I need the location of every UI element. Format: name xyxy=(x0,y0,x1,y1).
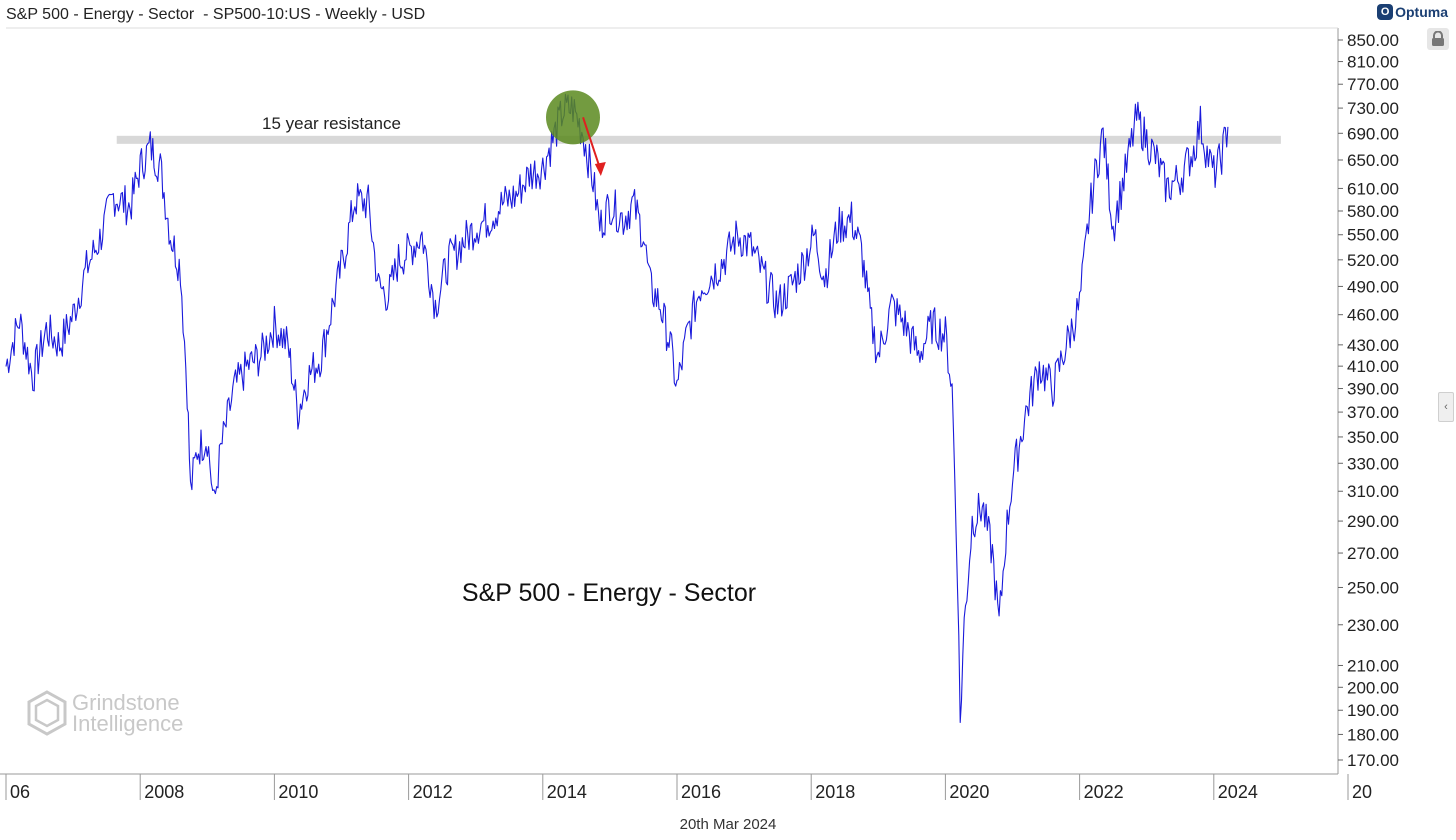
y-tick-label: 650.00 xyxy=(1347,151,1399,170)
lock-icon xyxy=(1432,31,1444,46)
brand-name: Optuma xyxy=(1395,4,1448,20)
x-tick-label: 20 xyxy=(1352,782,1372,802)
series-layer xyxy=(5,93,1229,724)
y-tick-label: 520.00 xyxy=(1347,251,1399,270)
grindstone-logo-icon xyxy=(27,690,67,736)
x-tick-label: 06 xyxy=(10,782,30,802)
watermark-line-1: Grindstone xyxy=(72,690,180,715)
y-tick-label: 210.00 xyxy=(1347,656,1399,675)
optuma-logo-icon: O xyxy=(1377,4,1394,20)
y-tick-label: 350.00 xyxy=(1347,428,1399,447)
y-tick-label: 390.00 xyxy=(1347,380,1399,399)
y-tick-label: 550.00 xyxy=(1347,226,1399,245)
watermark-line-2: Intelligence xyxy=(72,711,184,736)
price-series-line-0 xyxy=(5,93,1229,724)
decline-arrow-shaft xyxy=(582,117,601,169)
y-tick-label: 200.00 xyxy=(1347,678,1399,697)
y-tick-label: 730.00 xyxy=(1347,99,1399,118)
resistance-label: 15 year resistance xyxy=(262,114,401,133)
x-tick-label: 2010 xyxy=(278,782,318,802)
y-tick-label: 290.00 xyxy=(1347,512,1399,531)
x-tick-label: 2016 xyxy=(681,782,721,802)
y-tick-label: 230.00 xyxy=(1347,616,1399,635)
y-tick-label: 490.00 xyxy=(1347,277,1399,296)
collapse-panel-button[interactable]: ‹ xyxy=(1438,392,1454,422)
axes-layer: 850.00 810.00 770.00 730.00 690.00 650.00 610.… xyxy=(0,27,1399,802)
y-tick-label: 850.00 xyxy=(1347,31,1399,50)
x-tick-label: 2018 xyxy=(815,782,855,802)
y-tick-label: 410.00 xyxy=(1347,357,1399,376)
y-tick-label: 170.00 xyxy=(1347,751,1399,770)
chart-date: 20th Mar 2024 xyxy=(679,816,777,833)
y-tick-label: 330.00 xyxy=(1347,454,1399,473)
peak-marker xyxy=(545,90,600,145)
x-tick-label: 2008 xyxy=(144,782,184,802)
x-tick-label: 2022 xyxy=(1084,782,1124,802)
chart-header-title: S&P 500 - Energy - Sector - SP500-10:US … xyxy=(6,6,426,23)
y-tick-label: 270.00 xyxy=(1347,544,1399,563)
y-tick-label: 250.00 xyxy=(1347,578,1399,597)
y-tick-label: 180.00 xyxy=(1347,725,1399,744)
y-tick-label: 690.00 xyxy=(1347,124,1399,143)
x-tick-label: 2014 xyxy=(547,782,587,802)
x-tick-label: 2012 xyxy=(413,782,453,802)
y-tick-label: 770.00 xyxy=(1347,75,1399,94)
y-tick-label: 310.00 xyxy=(1347,482,1399,501)
chevron-left-icon: ‹ xyxy=(1444,401,1448,413)
annotation-layer: 15 year resistance S&P 500 - Energy - Sec… xyxy=(116,114,1281,607)
y-tick-label: 370.00 xyxy=(1347,403,1399,422)
decline-arrow-head xyxy=(594,161,606,176)
y-tick-label: 190.00 xyxy=(1347,701,1399,720)
y-tick-label: 430.00 xyxy=(1347,336,1399,355)
y-tick-label: 460.00 xyxy=(1347,306,1399,325)
x-tick-label: 2024 xyxy=(1218,782,1258,802)
x-tick-label: 2020 xyxy=(949,782,989,802)
marker-layer xyxy=(545,90,606,176)
y-tick-label: 580.00 xyxy=(1347,202,1399,221)
resistance-band xyxy=(116,135,1281,144)
y-tick-label: 810.00 xyxy=(1347,53,1399,72)
chart-title: S&P 500 - Energy - Sector xyxy=(462,579,756,607)
brand-logo: O Optuma xyxy=(1377,4,1448,20)
watermark: Grindstone Intelligence xyxy=(26,690,183,736)
lock-button[interactable] xyxy=(1427,28,1449,50)
y-tick-label: 610.00 xyxy=(1347,179,1399,198)
